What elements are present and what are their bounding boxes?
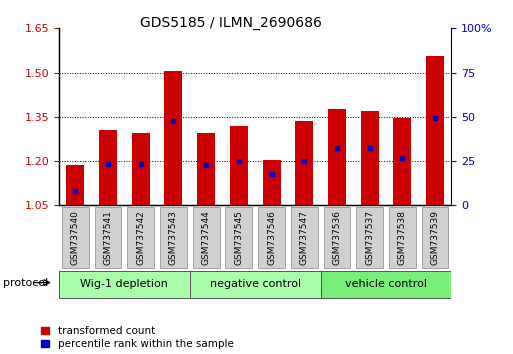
Bar [422, 207, 448, 268]
Text: protocol: protocol [3, 278, 48, 287]
Bar [263, 160, 281, 205]
Bar [393, 118, 411, 205]
Bar [258, 207, 285, 268]
Bar [324, 207, 350, 268]
Text: GSM737546: GSM737546 [267, 210, 276, 265]
Bar [291, 207, 318, 268]
Text: GSM737547: GSM737547 [300, 210, 309, 265]
Text: GSM737539: GSM737539 [430, 210, 440, 265]
Bar [59, 270, 190, 298]
Text: GSM737543: GSM737543 [169, 210, 178, 265]
Text: GSM737536: GSM737536 [332, 210, 342, 265]
Text: GSM737541: GSM737541 [104, 210, 112, 265]
Text: GSM737545: GSM737545 [234, 210, 243, 265]
Bar [94, 207, 122, 268]
Bar [197, 133, 215, 205]
Bar [62, 207, 89, 268]
Bar [99, 130, 117, 205]
Text: GSM737542: GSM737542 [136, 210, 145, 264]
Bar [190, 270, 321, 298]
Bar [295, 121, 313, 205]
Bar [132, 133, 150, 205]
Bar [321, 270, 451, 298]
Bar [426, 56, 444, 205]
Text: GSM737544: GSM737544 [202, 210, 211, 264]
Legend: transformed count, percentile rank within the sample: transformed count, percentile rank withi… [41, 326, 233, 349]
Text: GDS5185 / ILMN_2690686: GDS5185 / ILMN_2690686 [140, 16, 322, 30]
Text: GSM737538: GSM737538 [398, 210, 407, 265]
Bar [165, 71, 183, 205]
Text: Wig-1 depletion: Wig-1 depletion [81, 279, 168, 289]
Bar [66, 166, 84, 205]
Bar [193, 207, 220, 268]
Bar [225, 207, 252, 268]
Text: negative control: negative control [210, 279, 301, 289]
Bar [160, 207, 187, 268]
Text: GSM737540: GSM737540 [71, 210, 80, 265]
Bar [389, 207, 416, 268]
Bar [230, 126, 248, 205]
Bar [361, 111, 379, 205]
Text: vehicle control: vehicle control [345, 279, 427, 289]
Text: GSM737537: GSM737537 [365, 210, 374, 265]
Bar [356, 207, 383, 268]
Bar [328, 109, 346, 205]
Bar [127, 207, 154, 268]
